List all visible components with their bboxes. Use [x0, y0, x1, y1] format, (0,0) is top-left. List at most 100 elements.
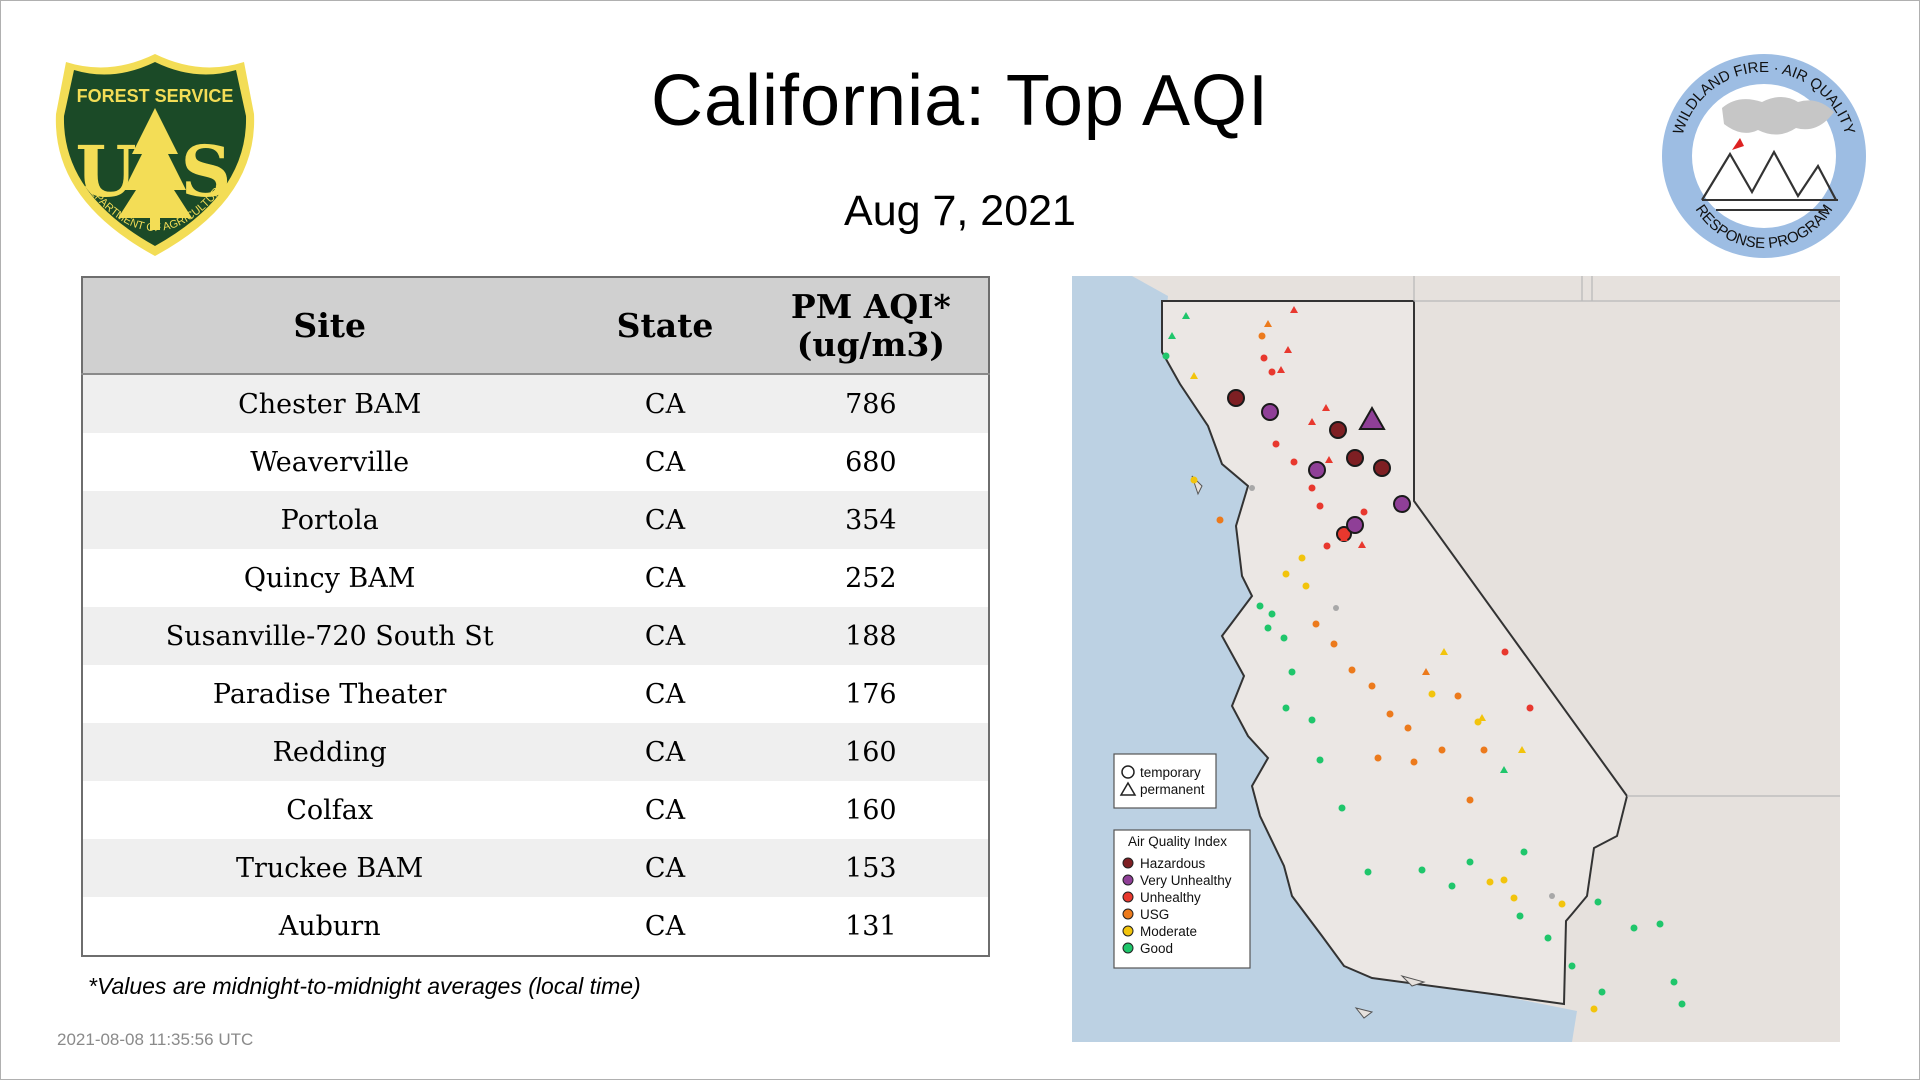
cell-aqi: 252 — [753, 549, 989, 607]
site-marker-moderate-permanent — [1518, 746, 1526, 753]
site-marker-good — [1598, 988, 1606, 996]
cell-aqi: 176 — [753, 665, 989, 723]
california-outline — [1161, 300, 1629, 1006]
site-marker-usg — [1368, 682, 1376, 690]
california-aqi-map: temporary permanent Air Quality Index Ha… — [1072, 276, 1840, 1042]
legend-circle-icon — [1121, 765, 1135, 779]
site-marker-unhealthy — [1360, 508, 1368, 516]
site-marker-hazardous — [1329, 421, 1347, 439]
neighbor-state-borders — [1413, 276, 1840, 797]
cell-aqi: 354 — [753, 491, 989, 549]
site-marker-moderate — [1190, 476, 1198, 484]
site-marker-usg — [1330, 640, 1338, 648]
cell-state: CA — [576, 374, 754, 433]
table-row: Quincy BAM CA 252 — [82, 549, 989, 607]
site-marker-moderate — [1298, 554, 1306, 562]
legend-triangle-icon — [1119, 781, 1137, 796]
cell-site: Susanville-720 South St — [82, 607, 577, 665]
header-site: Site — [82, 277, 577, 375]
legend-swatch-unhealthy — [1122, 891, 1134, 903]
site-marker-usg — [1258, 332, 1266, 340]
site-marker-unhealthy — [1272, 440, 1280, 448]
site-marker-moderate — [1486, 878, 1494, 886]
legend-label-unhealthy: Unhealthy — [1140, 890, 1201, 905]
legend-label-good: Good — [1140, 941, 1173, 956]
site-marker-very-unhealthy — [1308, 461, 1326, 479]
footnote: *Values are midnight-to-midnight average… — [88, 973, 641, 999]
site-marker-moderate — [1510, 894, 1518, 902]
site-marker-unhealthy-permanent — [1340, 534, 1348, 541]
site-marker-good — [1316, 756, 1324, 764]
site-marker-moderate — [1302, 582, 1310, 590]
logo-text-forest-service: FOREST SERVICE — [77, 86, 234, 106]
header-pm-aqi-line1: PM AQI* — [790, 286, 951, 326]
site-marker-usg — [1374, 754, 1382, 762]
logo-letter-s: S — [181, 130, 232, 213]
table-row: Colfax CA 160 — [82, 781, 989, 839]
table-row: Auburn CA 131 — [82, 897, 989, 956]
cell-state: CA — [576, 549, 754, 607]
legend-swatch-moderate — [1122, 925, 1134, 937]
cell-site: Weaverville — [82, 433, 577, 491]
cell-site: Quincy BAM — [82, 549, 577, 607]
cell-aqi: 160 — [753, 723, 989, 781]
site-marker-unhealthy — [1526, 704, 1534, 712]
site-marker-unhealthy — [1260, 354, 1268, 362]
cell-aqi: 680 — [753, 433, 989, 491]
site-marker-very-unhealthy-permanent — [1358, 405, 1386, 430]
site-marker-usg-permanent — [1422, 668, 1430, 675]
cell-site: Paradise Theater — [82, 665, 577, 723]
legend-swatch-good — [1122, 942, 1134, 954]
site-marker-unhealthy-permanent — [1284, 346, 1292, 353]
site-marker-good — [1678, 1000, 1686, 1008]
forest-service-logo: U S FOREST SERVICE DEPARTMENT OF AGRICUL… — [55, 54, 255, 256]
table-row: Weaverville CA 680 — [82, 433, 989, 491]
legend-label-moderate: Moderate — [1140, 924, 1197, 939]
site-marker-usg — [1480, 746, 1488, 754]
logo-letter-u: U — [75, 130, 136, 213]
site-marker-good — [1656, 920, 1664, 928]
cell-state: CA — [576, 607, 754, 665]
site-marker-usg — [1312, 620, 1320, 628]
site-marker-moderate-permanent — [1440, 648, 1448, 655]
cell-site: Redding — [82, 723, 577, 781]
wildland-fire-logo: WILDLAND FIRE · AIR QUALITY RESPONSE PRO… — [1662, 54, 1866, 258]
page-title: California: Top AQI — [651, 61, 1269, 141]
site-marker-no-data — [1249, 485, 1255, 491]
legend-label-usg: USG — [1140, 907, 1169, 922]
legend-swatch-very-unhealthy — [1122, 874, 1134, 886]
site-marker-good — [1516, 912, 1524, 920]
site-marker-good — [1256, 602, 1264, 610]
site-marker-moderate — [1558, 900, 1566, 908]
site-marker-usg — [1216, 516, 1224, 524]
site-marker-unhealthy-permanent — [1358, 541, 1366, 548]
site-marker-very-unhealthy — [1346, 516, 1364, 534]
cell-site: Chester BAM — [82, 374, 577, 433]
table-row: Susanville-720 South St CA 188 — [82, 607, 989, 665]
aqi-legend: Air Quality Index Hazardous Very Unhealt… — [1113, 829, 1251, 969]
cell-state: CA — [576, 665, 754, 723]
site-marker-usg — [1410, 758, 1418, 766]
site-marker-usg — [1438, 746, 1446, 754]
site-marker-good — [1288, 668, 1296, 676]
site-marker-moderate-permanent — [1478, 714, 1486, 721]
aqi-legend-box — [1113, 829, 1251, 969]
legend-swatch-hazardous — [1122, 857, 1134, 869]
report-date: Aug 7, 2021 — [844, 187, 1076, 235]
cell-state: CA — [576, 491, 754, 549]
site-marker-good — [1568, 962, 1576, 970]
site-marker-unhealthy — [1290, 458, 1298, 466]
site-marker-good — [1282, 704, 1290, 712]
cell-state: CA — [576, 897, 754, 956]
site-marker-good — [1520, 848, 1528, 856]
cell-state: CA — [576, 723, 754, 781]
site-marker-hazardous — [1227, 389, 1245, 407]
site-marker-good — [1418, 866, 1426, 874]
cell-state: CA — [576, 433, 754, 491]
site-marker-good — [1264, 624, 1272, 632]
cell-site: Truckee BAM — [82, 839, 577, 897]
cell-site: Portola — [82, 491, 577, 549]
site-marker-good — [1308, 716, 1316, 724]
legend-label-permanent: permanent — [1140, 782, 1205, 797]
site-marker-good — [1448, 882, 1456, 890]
